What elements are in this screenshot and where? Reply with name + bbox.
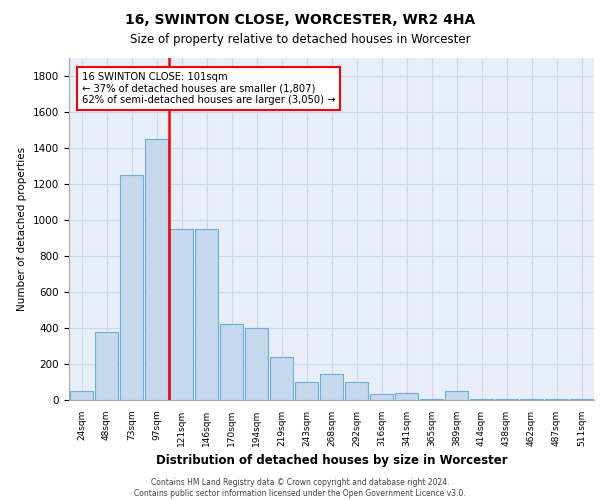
Bar [545, 399, 568, 400]
Bar [220, 324, 243, 400]
Bar [520, 399, 543, 400]
Text: 16, SWINTON CLOSE, WORCESTER, WR2 4HA: 16, SWINTON CLOSE, WORCESTER, WR2 4HA [125, 12, 475, 26]
Y-axis label: Number of detached properties: Number of detached properties [17, 146, 28, 311]
Bar [120, 174, 143, 400]
Text: Contains HM Land Registry data © Crown copyright and database right 2024.
Contai: Contains HM Land Registry data © Crown c… [134, 478, 466, 498]
Bar [445, 391, 468, 400]
Text: Size of property relative to detached houses in Worcester: Size of property relative to detached ho… [130, 32, 470, 46]
Bar [495, 399, 518, 400]
Bar [570, 399, 593, 400]
Text: 16 SWINTON CLOSE: 101sqm
← 37% of detached houses are smaller (1,807)
62% of sem: 16 SWINTON CLOSE: 101sqm ← 37% of detach… [82, 72, 335, 105]
Bar [470, 399, 493, 400]
Bar [320, 374, 343, 400]
Bar [170, 229, 193, 400]
Bar [370, 394, 393, 400]
Bar [245, 328, 268, 400]
Bar [195, 229, 218, 400]
Bar [270, 356, 293, 400]
Bar [70, 391, 93, 400]
Bar [420, 399, 443, 400]
Bar [345, 382, 368, 400]
Bar [145, 138, 168, 400]
Bar [395, 393, 418, 400]
Bar [95, 332, 118, 400]
X-axis label: Distribution of detached houses by size in Worcester: Distribution of detached houses by size … [155, 454, 508, 468]
Bar [295, 382, 318, 400]
